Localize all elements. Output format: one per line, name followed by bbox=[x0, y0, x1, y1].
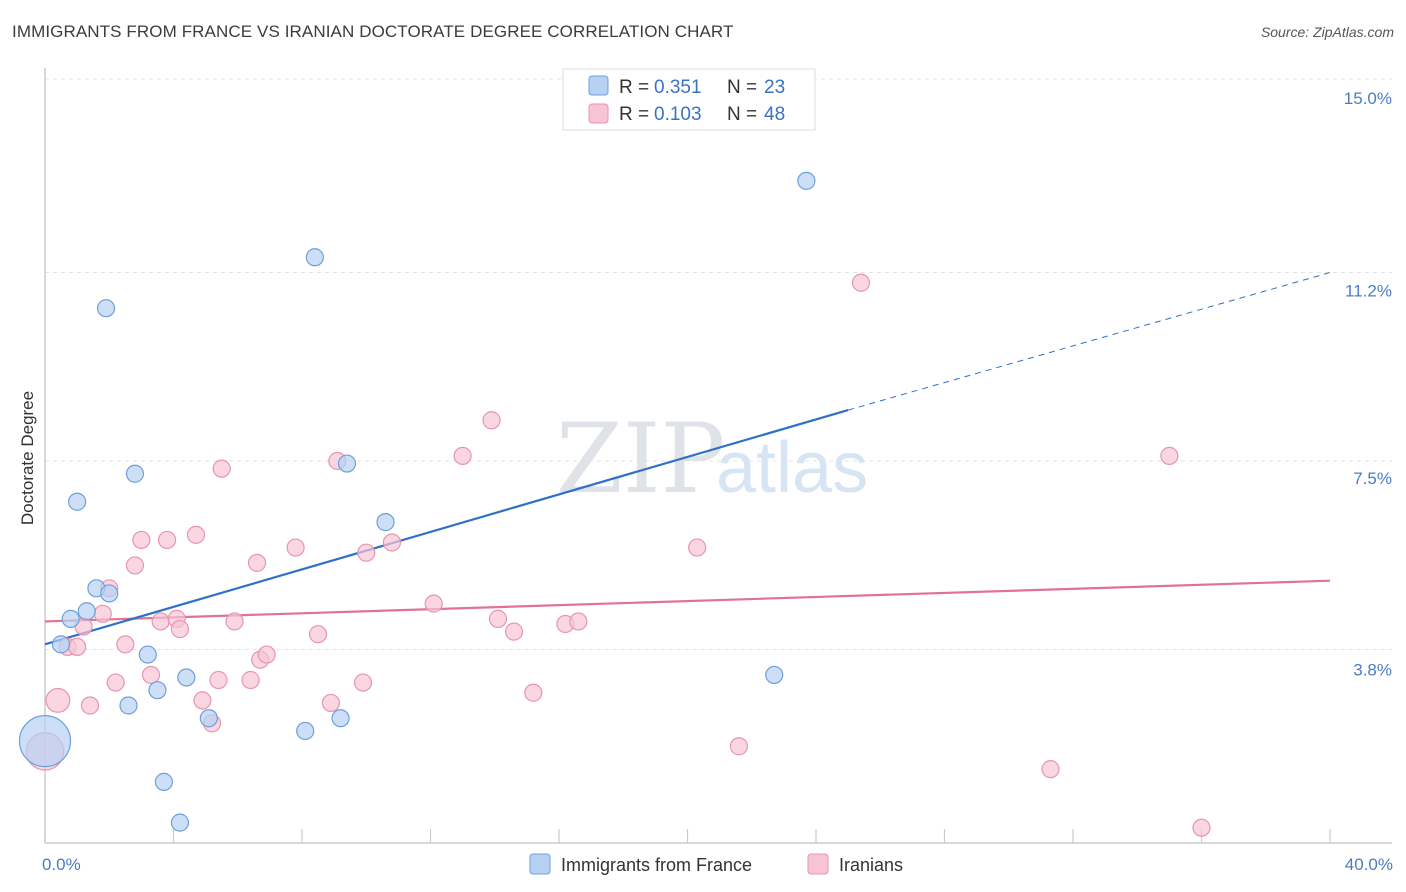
axes bbox=[44, 68, 1392, 844]
scatter-points bbox=[18, 171, 1211, 837]
point-france bbox=[68, 492, 87, 511]
point-france bbox=[96, 299, 116, 318]
point-iranians bbox=[93, 604, 112, 623]
point-iranians bbox=[193, 691, 212, 710]
point-iranians bbox=[729, 737, 749, 756]
legend-n-label: N = bbox=[727, 104, 757, 125]
x-tick-labels: 0.0% 40.0% bbox=[42, 855, 1393, 874]
point-iranians bbox=[1192, 818, 1211, 837]
point-iranians bbox=[851, 273, 871, 292]
legend-swatch-pink bbox=[588, 103, 609, 124]
point-iranians bbox=[504, 622, 524, 641]
point-france bbox=[138, 645, 157, 664]
legend-n-value: 48 bbox=[764, 104, 785, 125]
point-france bbox=[148, 681, 167, 700]
point-france bbox=[61, 609, 80, 628]
point-iranians bbox=[308, 625, 328, 644]
bottom-legend: Immigrants from France Iranians bbox=[529, 853, 903, 875]
point-iranians bbox=[151, 612, 170, 631]
x-tick-label: 0.0% bbox=[42, 855, 81, 874]
point-france bbox=[125, 464, 145, 483]
legend-r-value: 0.103 bbox=[654, 104, 702, 125]
point-iranians bbox=[141, 665, 161, 685]
bottom-legend-swatch-pink bbox=[807, 853, 829, 875]
chart-title: IMMIGRANTS FROM FRANCE VS IRANIAN DOCTOR… bbox=[12, 22, 734, 41]
point-france bbox=[376, 513, 395, 532]
trend-line-france bbox=[44, 409, 849, 646]
point-france bbox=[199, 709, 218, 728]
legend-r-value: 0.351 bbox=[654, 77, 702, 98]
point-iranians bbox=[569, 612, 588, 631]
watermark-zip: ZIP bbox=[556, 403, 725, 515]
point-iranians bbox=[353, 673, 373, 692]
point-france bbox=[337, 454, 357, 473]
point-france bbox=[331, 709, 350, 728]
point-iranians bbox=[524, 683, 543, 702]
legend-swatch-blue bbox=[588, 75, 609, 96]
point-iranians bbox=[482, 411, 501, 430]
y-tick-label: 7.5% bbox=[1353, 469, 1392, 488]
point-france bbox=[51, 635, 71, 654]
point-iranians bbox=[212, 459, 231, 478]
point-iranians bbox=[106, 673, 125, 692]
point-iranians bbox=[382, 533, 402, 552]
point-iranians bbox=[186, 525, 206, 544]
point-iranians bbox=[80, 696, 100, 715]
point-france bbox=[170, 813, 190, 832]
point-iranians bbox=[488, 609, 508, 628]
point-france bbox=[119, 696, 138, 715]
legend-r-label: R = bbox=[619, 104, 649, 125]
point-france bbox=[154, 772, 173, 791]
legend-box: R = 0.351 N = 23 R = 0.103 N = 48 bbox=[562, 68, 816, 131]
point-iranians bbox=[688, 538, 707, 557]
x-tick-label: 40.0% bbox=[1345, 855, 1393, 874]
bottom-legend-label-france: Immigrants from France bbox=[561, 855, 752, 875]
point-france bbox=[77, 602, 96, 621]
y-tick-labels: 3.8% 7.5% 11.2% 15.0% bbox=[1344, 89, 1392, 679]
trend-lines bbox=[44, 272, 1331, 646]
point-iranians bbox=[453, 446, 472, 466]
point-iranians bbox=[424, 594, 443, 613]
y-tick-label: 3.8% bbox=[1353, 660, 1392, 679]
point-iranians bbox=[286, 538, 305, 557]
point-iranians bbox=[68, 637, 87, 657]
point-france bbox=[765, 665, 784, 685]
legend-n-label: N = bbox=[727, 77, 757, 98]
point-iranians bbox=[257, 645, 276, 664]
point-iranians bbox=[157, 530, 177, 550]
point-france bbox=[18, 715, 72, 768]
gridlines bbox=[45, 78, 1392, 650]
legend-n-value: 23 bbox=[764, 77, 785, 98]
point-france bbox=[296, 721, 315, 741]
y-tick-label: 11.2% bbox=[1345, 282, 1392, 301]
legend-r-label: R = bbox=[619, 77, 649, 98]
point-iranians bbox=[45, 687, 71, 713]
point-iranians bbox=[116, 635, 135, 654]
point-iranians bbox=[209, 670, 228, 690]
point-france bbox=[797, 171, 816, 190]
bottom-legend-swatch-blue bbox=[529, 853, 551, 875]
point-iranians bbox=[132, 530, 151, 550]
trend-line-france-extension bbox=[847, 272, 1331, 411]
trend-line-iranians bbox=[44, 579, 1331, 623]
point-iranians bbox=[225, 612, 244, 631]
point-iranians bbox=[170, 619, 190, 639]
point-france bbox=[100, 584, 119, 603]
y-tick-label: 15.0% bbox=[1344, 89, 1392, 108]
point-iranians bbox=[357, 543, 376, 562]
point-iranians bbox=[1160, 446, 1179, 466]
y-axis-label: Doctorate Degree bbox=[18, 391, 37, 525]
watermark-atlas: atlas bbox=[716, 428, 868, 508]
point-iranians bbox=[125, 556, 145, 575]
point-iranians bbox=[241, 670, 260, 690]
point-iranians bbox=[247, 553, 267, 572]
point-france bbox=[305, 248, 324, 267]
point-iranians bbox=[1041, 760, 1060, 779]
point-iranians bbox=[321, 693, 341, 713]
source-label: Source: ZipAtlas.com bbox=[1260, 24, 1394, 40]
bottom-legend-label-iranians: Iranians bbox=[839, 855, 903, 875]
point-france bbox=[177, 668, 196, 687]
